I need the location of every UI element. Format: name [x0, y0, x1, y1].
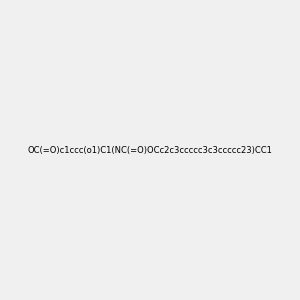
Text: OC(=O)c1ccc(o1)C1(NC(=O)OCc2c3ccccc3c3ccccc23)CC1: OC(=O)c1ccc(o1)C1(NC(=O)OCc2c3ccccc3c3cc…: [28, 146, 272, 154]
